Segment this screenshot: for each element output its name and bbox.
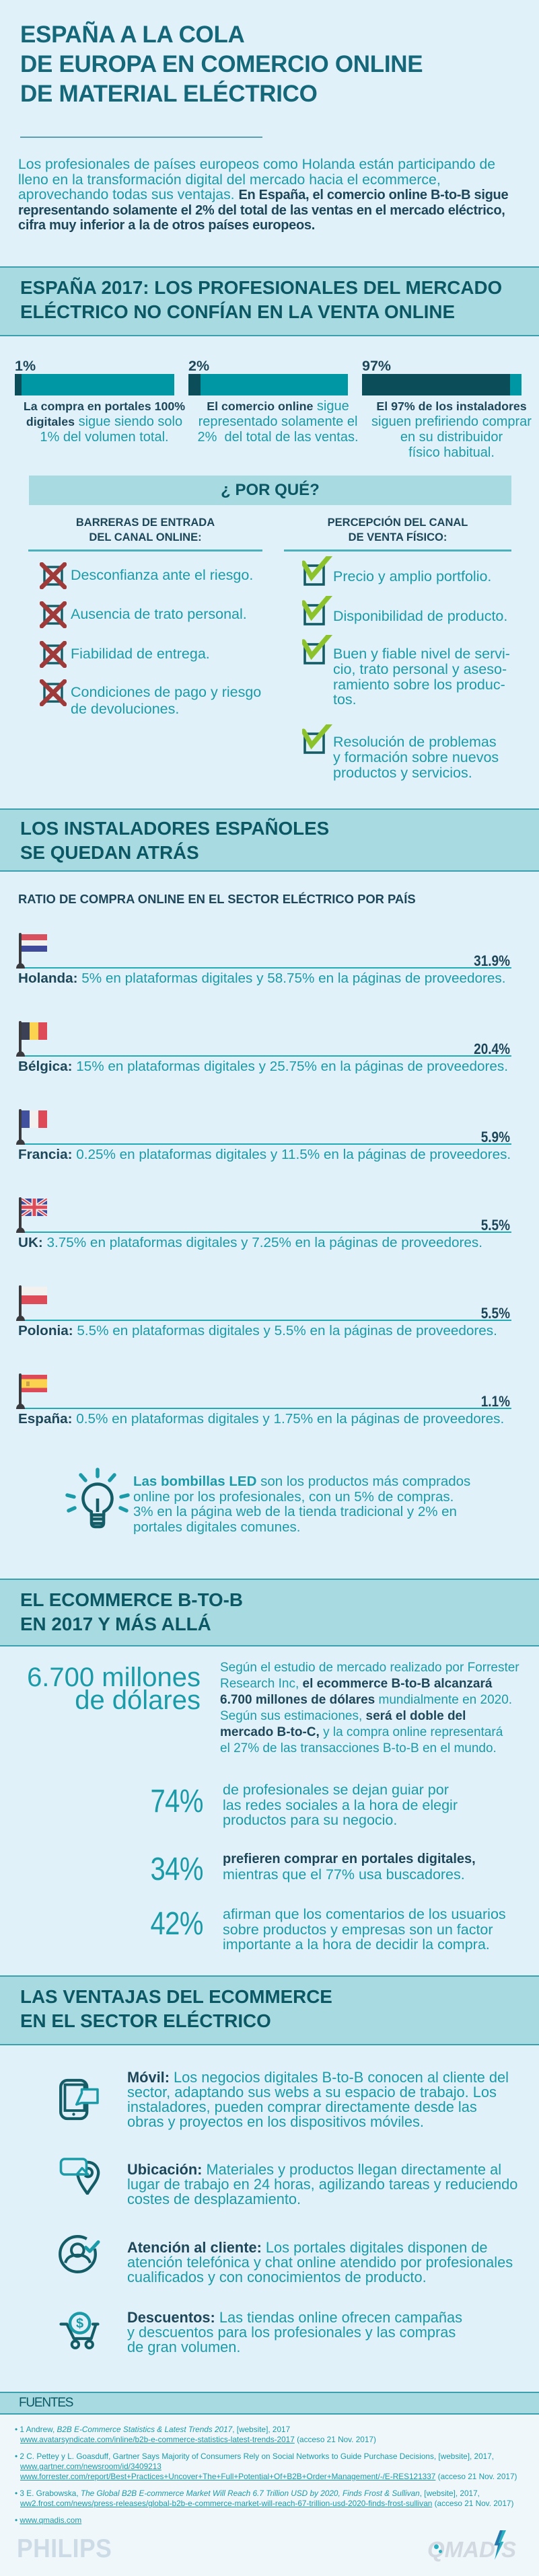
svg-text:$: $: [76, 2316, 83, 2331]
